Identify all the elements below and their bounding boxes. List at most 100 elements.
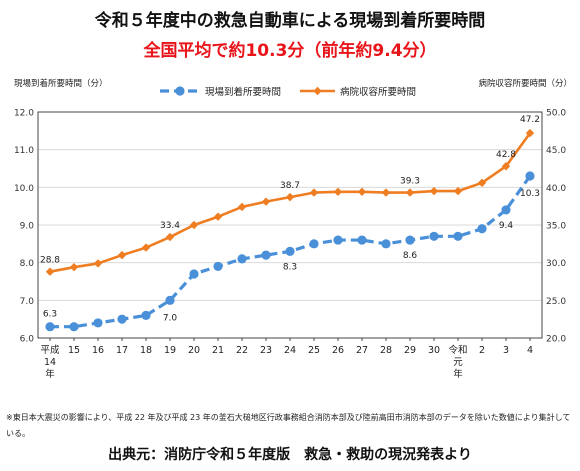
- legend-onsite-marker: [175, 86, 185, 96]
- onsite-time-data-label: 8.6: [403, 251, 418, 261]
- hospital-time-point: [189, 220, 199, 230]
- hospital-time-point: [453, 186, 463, 196]
- hospital-time-point: [117, 250, 127, 260]
- onsite-time-point: [213, 261, 223, 272]
- onsite-time-point: [405, 235, 415, 245]
- x-tick-label: 3: [503, 345, 509, 356]
- onsite-time-data-label: 7.0: [163, 313, 178, 323]
- hospital-time-point: [309, 188, 319, 197]
- hospital-time-point: [93, 259, 103, 268]
- x-tick-label: 16: [92, 345, 104, 356]
- hospital-time-data-label: 42.8: [496, 150, 516, 160]
- x-tick-label: 23: [260, 345, 272, 356]
- x-tick-label: 30: [428, 345, 440, 356]
- x-tick-label: 18: [140, 345, 152, 356]
- onsite-time-point: [285, 246, 295, 256]
- hospital-time-point: [141, 243, 151, 252]
- hospital-time-point: [333, 187, 343, 197]
- onsite-time-point: [69, 322, 79, 332]
- y-left-tick-label: 7.0: [20, 297, 35, 307]
- hospital-time-point: [261, 197, 271, 206]
- hospital-time-point: [357, 187, 367, 197]
- x-tick-label: 20: [188, 345, 200, 356]
- hospital-time-data-label: 28.8: [40, 256, 60, 266]
- onsite-time-point: [453, 231, 463, 241]
- onsite-time-point: [45, 322, 55, 332]
- x-tick-label: 28: [380, 345, 392, 356]
- hospital-time-point: [237, 202, 247, 212]
- onsite-time-data-label: 8.3: [283, 262, 297, 272]
- y-left-tick-label: 8.0: [20, 259, 35, 269]
- onsite-time-point: [429, 231, 439, 241]
- line-chart: 6.0 7.0 8.0 9.0 10.0 11.0 12.0 20.0 25.0 30.0 35.0…: [14, 78, 572, 380]
- x-tick-label: 令和元年: [448, 344, 467, 380]
- x-tick-label: 21: [212, 345, 224, 356]
- hospital-time-point: [69, 262, 79, 272]
- onsite-time-point: [237, 254, 247, 264]
- x-tick-label: 24: [284, 345, 296, 356]
- x-tick-label: 22: [236, 345, 248, 356]
- y-right-axis-label: 病院収容所要時間（分）: [478, 78, 572, 89]
- x-tick-label: 4: [527, 345, 533, 356]
- hospital-time-point: [525, 128, 535, 138]
- hospital-time-point: [381, 188, 391, 197]
- footnote: ※東日本大震災の影響により、平成 22 年及び平成 23 年の釜石大槌地区行政事…: [6, 413, 571, 438]
- y-right-tick-label: 30.0: [546, 259, 566, 269]
- source-credit: 出典元：消防庁令和５年度版 救急・救助の現況発表より: [108, 447, 472, 463]
- y-left-tick-label: 6.0: [20, 335, 35, 345]
- x-tick-label: 29: [404, 345, 416, 356]
- onsite-time-data-label: 6.3: [43, 310, 57, 320]
- legend-hospital-label: 病院収容所要時間: [340, 86, 416, 98]
- y-right-tick-label: 35.0: [546, 222, 566, 232]
- y-right-tick-label: 45.0: [546, 146, 566, 156]
- hospital-time-point: [213, 212, 223, 221]
- onsite-time-point: [261, 250, 271, 260]
- legend-onsite-label: 現場到着所要時間: [205, 86, 281, 98]
- y-left-tick-label: 9.0: [20, 222, 35, 232]
- y-right-tick-label: 50.0: [546, 109, 566, 119]
- hospital-time-point: [477, 178, 487, 188]
- onsite-time-point: [525, 171, 535, 181]
- hospital-time-point: [165, 232, 175, 242]
- y-left-tick-label: 11.0: [14, 146, 34, 156]
- hospital-time-point: [285, 192, 295, 202]
- hospital-time-data-label: 38.7: [280, 181, 300, 191]
- hospital-time-point: [45, 267, 55, 276]
- hospital-time-point: [501, 162, 511, 171]
- legend-hospital-marker: [313, 86, 322, 96]
- hospital-time-data-label: 39.3: [400, 177, 420, 187]
- onsite-time-point: [165, 295, 175, 305]
- onsite-time-data-label: 10.3: [520, 189, 540, 199]
- onsite-time-point: [381, 239, 391, 249]
- chart-title: 令和５年度中の救急自動車による現場到着所要時間: [94, 11, 486, 31]
- x-tick-label: 27: [356, 345, 368, 356]
- hospital-time-point: [429, 186, 439, 196]
- x-tick-label: 平成 14 年: [40, 344, 60, 380]
- onsite-time-point: [333, 235, 343, 245]
- hospital-time-point: [405, 188, 415, 197]
- hospital-time-data-label: 33.4: [160, 221, 180, 231]
- onsite-time-point: [501, 205, 511, 215]
- onsite-time-point: [189, 269, 199, 279]
- onsite-time-point: [141, 310, 151, 320]
- x-tick-label: 2: [479, 345, 485, 356]
- hospital-time-data-label: 47.2: [520, 115, 540, 125]
- y-left-tick-label: 10.0: [14, 184, 34, 194]
- chart-subtitle: 全国平均で約10.3分（前年約9.4分）: [143, 41, 437, 61]
- y-right-tick-label: 20.0: [546, 335, 566, 345]
- x-tick-label: 26: [332, 345, 344, 356]
- x-tick-label: 17: [116, 345, 128, 356]
- x-tick-label: 25: [308, 345, 320, 356]
- y-left-axis-label: 現場到着所要時間（分）: [14, 78, 108, 89]
- x-tick-label: 19: [164, 345, 176, 356]
- onsite-time-point: [477, 224, 487, 234]
- onsite-time-point: [117, 314, 127, 324]
- y-left-tick-label: 12.0: [14, 109, 34, 119]
- onsite-time-point: [309, 239, 319, 249]
- onsite-time-point: [93, 318, 103, 328]
- y-right-tick-label: 25.0: [546, 297, 566, 307]
- x-tick-label: 15: [68, 345, 80, 356]
- onsite-time-point: [357, 235, 367, 245]
- onsite-time-data-label: 9.4: [499, 221, 514, 231]
- y-right-tick-label: 40.0: [546, 184, 566, 194]
